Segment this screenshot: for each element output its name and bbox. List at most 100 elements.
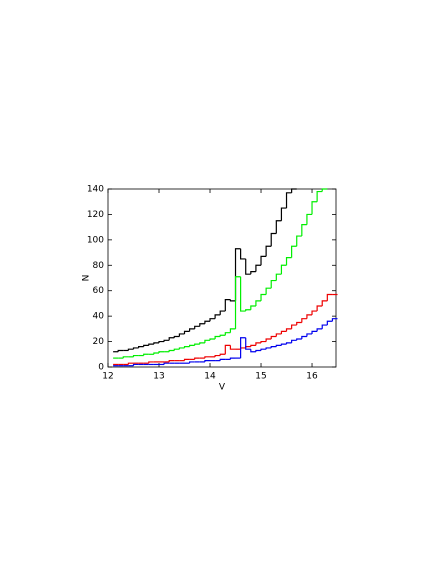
step-line [138,346,144,348]
y-tick-label: 60 [93,286,105,296]
step-line [291,324,297,329]
step-line [143,353,149,356]
step-line [260,340,267,343]
step-line [127,348,134,351]
step-line [234,248,241,301]
step-line [260,348,267,351]
step-line [285,192,292,209]
step-line [306,213,313,225]
step-line [183,358,190,361]
step-line [260,293,267,301]
step-line [163,362,170,365]
step-line [117,349,124,352]
step-line [219,334,226,337]
step-line [296,321,302,326]
step-line [311,201,318,215]
step-line [148,361,154,364]
step-line [280,330,287,334]
y-tick-label: 80 [93,261,105,271]
step-line [291,245,297,258]
step-line [183,330,190,334]
y-axis-label: N [82,275,92,282]
y-tick-label: 0 [98,363,104,373]
y-tick-label: 20 [93,337,105,347]
step-line [224,344,231,355]
step-line [265,347,272,350]
step-line [183,346,190,348]
step-line [285,257,292,266]
y-tick-label: 140 [87,185,104,195]
step-line [153,352,160,355]
step-line [143,344,149,347]
step-line [132,354,139,357]
step-line [189,328,195,332]
step-line [245,346,251,348]
step-line [306,333,313,337]
step-line [214,354,221,357]
x-axis-label: V [219,383,226,393]
step-line [199,342,205,345]
step-line [326,293,333,301]
plot-frame [107,188,337,368]
step-line [270,335,277,340]
step-line [321,300,328,306]
step-line [301,318,307,323]
step-line [234,276,241,329]
step-line [173,348,180,351]
step-line [250,305,256,310]
step-line [270,279,277,289]
step-line [229,299,236,302]
step-line [127,362,134,365]
step-line [163,339,170,342]
step-line [168,349,175,352]
step-line [285,328,292,332]
step-line [291,339,297,343]
step-line [224,332,231,336]
step-line [214,314,221,319]
step-line [245,309,251,312]
step-line [265,287,272,295]
step-line [173,335,180,338]
step-line [301,335,307,340]
step-line [178,333,185,337]
step-line [245,258,251,275]
step-line [255,264,262,272]
step-line [153,342,160,345]
step-line [132,363,139,366]
step-line [189,344,195,347]
step-line [229,328,236,333]
step-line [122,356,129,359]
step-line [209,318,216,322]
step-line [331,318,338,322]
y-tick-label: 120 [87,210,104,220]
step-line [296,235,302,247]
step-line [270,232,277,247]
step-line [280,207,287,221]
step-line [229,357,236,360]
y-tick-label: 40 [93,312,105,322]
step-line [240,276,246,312]
step-line [285,342,292,345]
step-line [204,360,211,362]
step-line [321,324,328,329]
step-line [158,340,165,343]
x-tick-label: 12 [102,372,113,382]
step-line [168,360,175,362]
step-line [219,358,226,361]
x-tick-label: 13 [153,372,164,382]
step-line [280,264,287,275]
step-line [240,337,246,359]
step-line [326,320,333,326]
step-line [291,188,297,193]
step-line [280,343,287,346]
step-line [229,345,236,350]
step-line [132,347,139,350]
step-line [275,273,282,281]
step-line [311,330,318,334]
step-line [219,310,226,315]
step-line [270,346,277,348]
step-line [158,351,165,354]
x-tick-label: 16 [306,372,318,382]
step-line [245,337,251,350]
